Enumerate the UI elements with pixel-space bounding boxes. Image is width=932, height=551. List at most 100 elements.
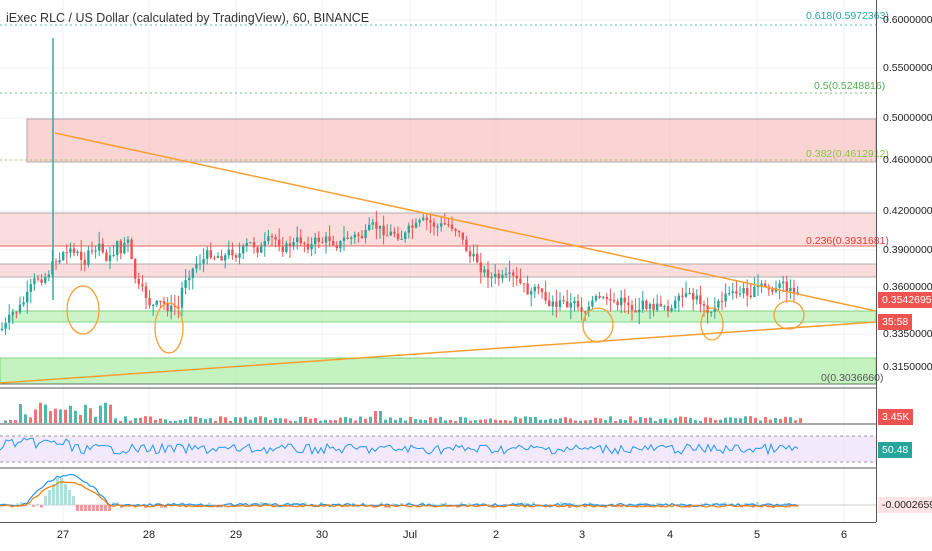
candle-body: [501, 275, 503, 278]
volume-bar: [654, 421, 657, 423]
candle-body: [253, 242, 255, 247]
time-tick: 28: [143, 529, 155, 541]
candle-body: [429, 220, 431, 222]
volume-bar: [639, 417, 642, 423]
candle-body: [336, 245, 338, 248]
candle-body: [555, 301, 557, 306]
volume-bar: [604, 420, 607, 423]
macd-line: [0, 474, 798, 506]
candle-body: [670, 308, 672, 311]
candle-body: [490, 277, 492, 278]
volume-bar: [259, 416, 262, 423]
candle-body: [512, 272, 514, 275]
volume-bar: [744, 416, 747, 423]
volume-bar: [724, 418, 727, 423]
candle-body: [339, 241, 341, 248]
candle-body: [267, 236, 269, 241]
candle-body: [163, 301, 165, 303]
candle-body: [609, 299, 611, 300]
volume-bar: [119, 421, 122, 423]
volume-bar: [774, 418, 777, 423]
volume-bar: [264, 417, 267, 423]
candle-body: [152, 305, 154, 306]
candle-body: [678, 296, 680, 301]
candle-body: [48, 275, 50, 277]
candle-body: [627, 303, 629, 305]
candle-body: [372, 222, 374, 224]
candle-body: [408, 226, 410, 233]
candle-body: [537, 287, 539, 289]
candle-body: [454, 229, 456, 231]
volume-bar: [579, 421, 582, 423]
macd-value-tag: -0.0002659: [878, 497, 932, 513]
candle-body: [739, 293, 741, 294]
candle-body: [271, 236, 273, 237]
candle-body: [685, 293, 687, 297]
volume-bar: [339, 418, 342, 423]
candle-body: [595, 296, 597, 300]
volume-bar: [324, 420, 327, 423]
macd-histogram: [56, 478, 59, 505]
volume-bar: [199, 418, 202, 423]
candle-body: [231, 250, 233, 256]
volume-bar: [449, 420, 452, 423]
volume-bar: [484, 419, 487, 423]
volume-bar: [354, 420, 357, 423]
candle-body: [483, 269, 485, 272]
volume-bar: [54, 409, 57, 423]
candle-body: [465, 240, 467, 252]
volume-bar: [249, 420, 252, 423]
candle-body: [314, 238, 316, 245]
volume-bar: [189, 416, 192, 423]
candle-body: [753, 287, 755, 297]
volume-bar: [524, 416, 527, 423]
volume-bar: [149, 416, 152, 423]
candle-body: [570, 303, 572, 307]
time-axis[interactable]: 27 28 29 30 Jul 2 3 4 5 6: [0, 522, 876, 551]
annotation-circle: [67, 286, 99, 334]
price-axis[interactable]: 0.6000000 0.5500000 0.5000000 0.4600000 …: [876, 0, 932, 522]
candle-body: [350, 238, 352, 239]
volume-bar: [379, 411, 382, 423]
volume-bar: [749, 416, 752, 423]
candle-body: [652, 304, 654, 310]
volume-bar: [84, 405, 87, 423]
volume-bar: [674, 418, 677, 423]
candle-body: [224, 255, 226, 260]
volume-bar: [584, 420, 587, 423]
volume-bar: [24, 414, 27, 423]
volume-bar: [534, 417, 537, 423]
volume-bar: [29, 417, 32, 423]
candle-body: [796, 292, 798, 293]
volume-bar: [44, 405, 47, 423]
candle-body: [393, 232, 395, 234]
candle-body: [321, 242, 323, 243]
candle-body: [620, 298, 622, 306]
macd-histogram: [88, 505, 91, 511]
price-tick: 0.6000000: [883, 14, 932, 26]
candle-body: [703, 304, 705, 305]
candle-body: [390, 232, 392, 236]
candle-body: [447, 224, 449, 225]
candle-body: [87, 251, 89, 265]
candle-body: [375, 222, 377, 228]
volume-bar: [334, 420, 337, 423]
volume-bar: [609, 416, 612, 423]
candle-body: [12, 312, 14, 314]
volume-bar: [719, 420, 722, 423]
candle-body: [15, 312, 17, 313]
volume-bar: [624, 420, 627, 423]
candle-body: [606, 297, 608, 299]
volume-bar: [784, 417, 787, 423]
candle-body: [516, 276, 518, 279]
candle-body: [73, 248, 75, 253]
volume-bar: [759, 420, 762, 423]
candle-body: [19, 305, 21, 313]
volume-bar: [729, 417, 732, 423]
volume-bar: [284, 419, 287, 423]
volume-bar: [314, 418, 317, 423]
candle-body: [66, 252, 68, 253]
candle-body: [696, 295, 698, 299]
